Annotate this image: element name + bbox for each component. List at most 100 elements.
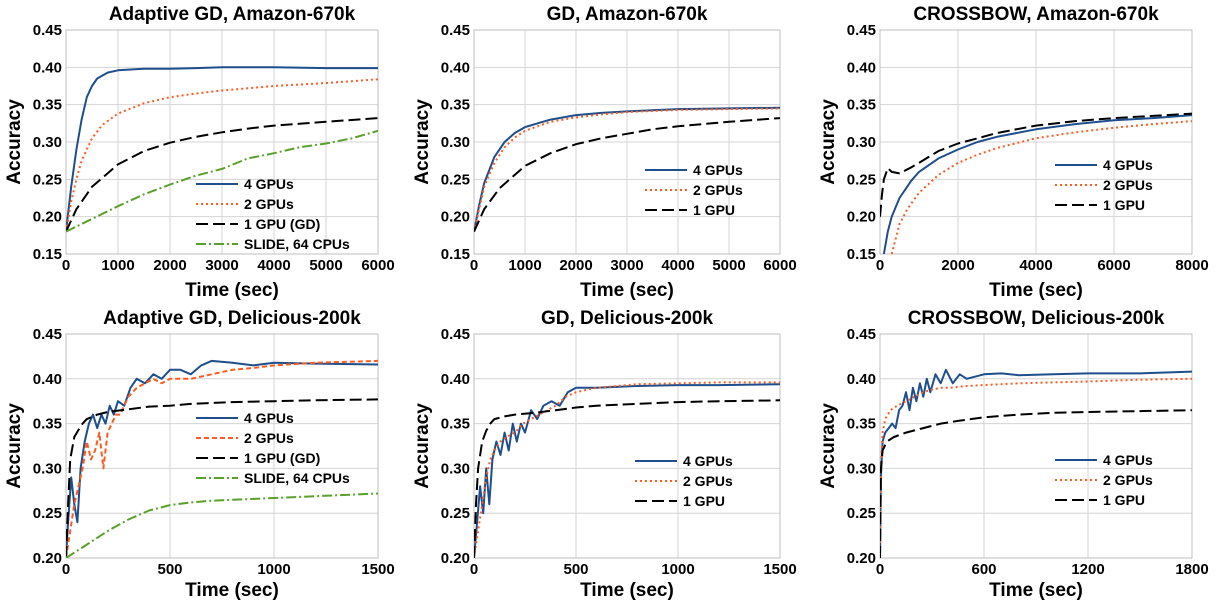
y-tick-label: 0.20 xyxy=(441,209,470,226)
legend-label: 1 GPU xyxy=(1103,492,1145,508)
x-axis-label: Time (sec) xyxy=(989,280,1083,301)
plot-frame xyxy=(879,29,1193,255)
legend-label: 4 GPUs xyxy=(683,453,733,469)
y-tick-label: 0.35 xyxy=(33,97,62,114)
y-tick-label: 0.30 xyxy=(847,134,876,151)
y-tick-label: 0.30 xyxy=(33,460,62,477)
y-axis-label: Accuracy xyxy=(412,99,433,185)
x-tick-label: 500 xyxy=(563,561,588,578)
y-tick-label: 0.35 xyxy=(847,97,876,114)
y-tick-label: 0.15 xyxy=(441,246,470,263)
x-tick-label: 0 xyxy=(470,561,478,578)
x-tick-label: 2000 xyxy=(941,257,974,274)
series-line-slide-64-cpus xyxy=(66,129,378,233)
chart-2: 0.15 0.20 0.25 0.30 0.35 0.40 0.45 0 1000 2000 300… xyxy=(412,4,797,301)
x-tick-label: 1500 xyxy=(361,561,394,578)
plot-frame xyxy=(473,333,781,559)
series-line-2-gpus xyxy=(890,120,1192,254)
x-tick-label: 0 xyxy=(876,257,884,274)
y-tick-label: 0.20 xyxy=(847,209,876,226)
legend-label: SLIDE, 64 CPUs xyxy=(244,470,350,486)
series-line-2-gpus xyxy=(66,78,378,232)
legend-label: 1 GPU xyxy=(693,202,735,218)
y-tick-label: 0.15 xyxy=(847,246,876,263)
legend-label: 4 GPUs xyxy=(244,176,294,192)
y-tick-label: 0.40 xyxy=(441,59,470,76)
series-line-4-gpus xyxy=(474,106,780,232)
y-tick-label: 0.20 xyxy=(33,209,62,226)
x-tick-label: 0 xyxy=(876,561,884,578)
legend-label: 1 GPU xyxy=(683,493,725,509)
chart-6: 0.20 0.25 0.30 0.35 0.40 0.45 0 600 1200 1800 4 GP… xyxy=(818,308,1209,601)
x-tick-label: 4000 xyxy=(257,257,290,274)
x-tick-label: 6000 xyxy=(763,257,796,274)
chart-4: 0.20 0.25 0.30 0.35 0.40 0.45 0 500 1000 1500 4 GP… xyxy=(4,308,395,601)
series-line-2-gpus xyxy=(474,107,780,232)
legend-label: 2 GPUs xyxy=(244,196,294,212)
y-tick-label: 0.45 xyxy=(441,22,470,39)
y-tick-label: 0.25 xyxy=(441,505,470,522)
x-tick-label: 600 xyxy=(971,561,996,578)
y-tick-label: 0.20 xyxy=(847,550,876,567)
x-tick-label: 2000 xyxy=(559,257,592,274)
legend-label: 4 GPUs xyxy=(244,410,294,426)
legend-label: 4 GPUs xyxy=(1103,157,1153,173)
chart-5: 0.20 0.25 0.30 0.35 0.40 0.45 0 500 1000 1500 4 GP… xyxy=(412,308,797,601)
series-line-slide-64-cpus xyxy=(66,492,378,558)
y-tick-label: 0.30 xyxy=(33,134,62,151)
x-tick-label: 3000 xyxy=(610,257,643,274)
y-tick-label: 0.40 xyxy=(847,371,876,388)
series-line-4-gpus xyxy=(474,383,780,558)
y-tick-label: 0.45 xyxy=(441,326,470,343)
x-tick-label: 5000 xyxy=(712,257,745,274)
y-tick-label: 0.45 xyxy=(33,22,62,39)
x-axis-label: Time (sec) xyxy=(989,580,1083,601)
legend-label: 2 GPUs xyxy=(1103,177,1153,193)
chart-title: Adaptive GD, Delicious-200k xyxy=(103,308,361,329)
y-tick-label: 0.40 xyxy=(33,59,62,76)
y-tick-label: 0.45 xyxy=(847,22,876,39)
y-tick-label: 0.25 xyxy=(441,171,470,188)
chart-title: GD, Amazon-670k xyxy=(547,4,708,25)
chart-title: CROSSBOW, Amazon-670k xyxy=(913,4,1159,25)
plot-frame xyxy=(65,29,379,255)
series-line-4-gpus xyxy=(882,114,1192,254)
series-line-4-gpus xyxy=(66,66,378,232)
y-tick-label: 0.35 xyxy=(847,416,876,433)
x-tick-label: 4000 xyxy=(1019,257,1052,274)
x-tick-label: 5000 xyxy=(309,257,342,274)
x-axis-label: Time (sec) xyxy=(185,280,279,301)
y-tick-label: 0.40 xyxy=(33,371,62,388)
y-axis-label: Accuracy xyxy=(4,403,25,489)
series-line-1-gpu xyxy=(880,409,1192,558)
y-tick-label: 0.45 xyxy=(847,326,876,343)
y-tick-label: 0.35 xyxy=(441,97,470,114)
y-axis-label: Accuracy xyxy=(412,403,433,489)
legend-label: 4 GPUs xyxy=(1103,452,1153,468)
legend-label: 1 GPU xyxy=(1103,197,1145,213)
x-tick-label: 0 xyxy=(62,257,70,274)
series-line-2-gpus xyxy=(474,381,780,558)
legend-label: SLIDE, 64 CPUs xyxy=(244,236,350,252)
y-tick-label: 0.25 xyxy=(847,171,876,188)
series-line-1-gpu-gd xyxy=(66,117,378,233)
legend-label: 2 GPUs xyxy=(244,430,294,446)
y-tick-label: 0.40 xyxy=(847,59,876,76)
x-tick-label: 1000 xyxy=(661,561,694,578)
x-tick-label: 3000 xyxy=(205,257,238,274)
x-tick-label: 1000 xyxy=(508,257,541,274)
x-tick-label: 1200 xyxy=(1071,561,1104,578)
chart-3: 0.15 0.20 0.25 0.30 0.35 0.40 0.45 0 2000 4000 600… xyxy=(818,4,1209,301)
x-tick-label: 500 xyxy=(157,561,182,578)
chart-title: CROSSBOW, Delicious-200k xyxy=(908,308,1165,329)
legend-label: 4 GPUs xyxy=(693,162,743,178)
y-tick-label: 0.25 xyxy=(33,505,62,522)
x-axis-label: Time (sec) xyxy=(580,580,674,601)
chart-title: Adaptive GD, Amazon-670k xyxy=(109,4,356,25)
series-line-4-gpus xyxy=(880,368,1192,558)
plot-frame xyxy=(473,29,781,255)
x-tick-label: 1000 xyxy=(257,561,290,578)
y-tick-label: 0.25 xyxy=(847,505,876,522)
y-tick-label: 0.15 xyxy=(33,246,62,263)
x-tick-label: 4000 xyxy=(661,257,694,274)
